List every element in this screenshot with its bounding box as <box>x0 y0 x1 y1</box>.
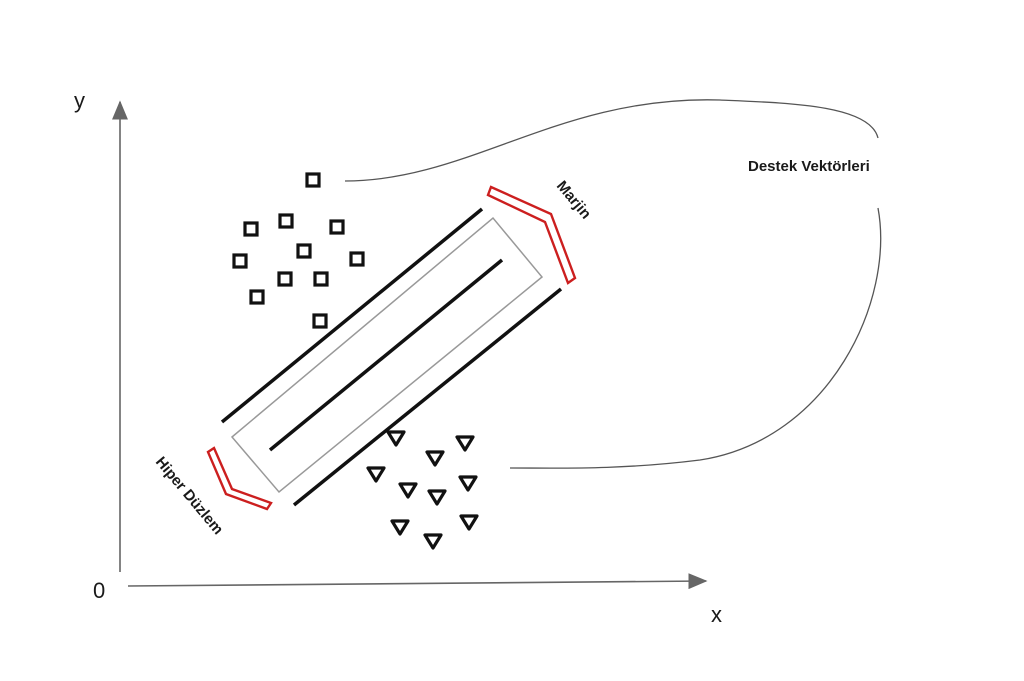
triangle-point <box>455 435 475 452</box>
triangle-point <box>427 489 447 506</box>
square-point <box>313 271 329 287</box>
triangle-point <box>398 482 418 499</box>
hyperplane-line <box>268 258 504 452</box>
triangle-point <box>459 514 479 531</box>
hyperplane-group <box>220 207 563 507</box>
hyperplane-bracket <box>206 446 273 511</box>
square-point <box>249 289 265 305</box>
square-point <box>278 213 294 229</box>
support-vectors-label: Destek Vektörleri <box>748 158 870 175</box>
support-vectors-callout <box>344 99 879 182</box>
square-point <box>349 251 365 267</box>
triangle-point <box>423 533 443 550</box>
x-axis-label: x <box>711 602 722 627</box>
square-point <box>305 172 321 188</box>
y-axis-label: y <box>74 88 85 113</box>
square-point <box>243 221 259 237</box>
square-point <box>277 271 293 287</box>
triangle-point <box>458 475 478 492</box>
square-point <box>312 313 328 329</box>
margin-line-upper <box>220 207 484 424</box>
x-axis <box>127 573 708 590</box>
origin-label: 0 <box>93 578 105 603</box>
margin-box <box>230 216 544 494</box>
margin-bracket <box>486 185 577 285</box>
square-point <box>232 253 248 269</box>
triangle-point <box>366 466 386 483</box>
triangle-point <box>425 450 445 467</box>
triangle-point <box>386 430 406 447</box>
margin-line-lower <box>292 287 563 507</box>
triangle-point <box>390 519 410 536</box>
square-point <box>329 219 345 235</box>
support-vectors-callout-lower <box>509 207 882 469</box>
class-b-points <box>366 430 479 550</box>
class-a-points <box>232 172 365 329</box>
square-point <box>296 243 312 259</box>
margin-label: Marjin <box>553 178 594 223</box>
